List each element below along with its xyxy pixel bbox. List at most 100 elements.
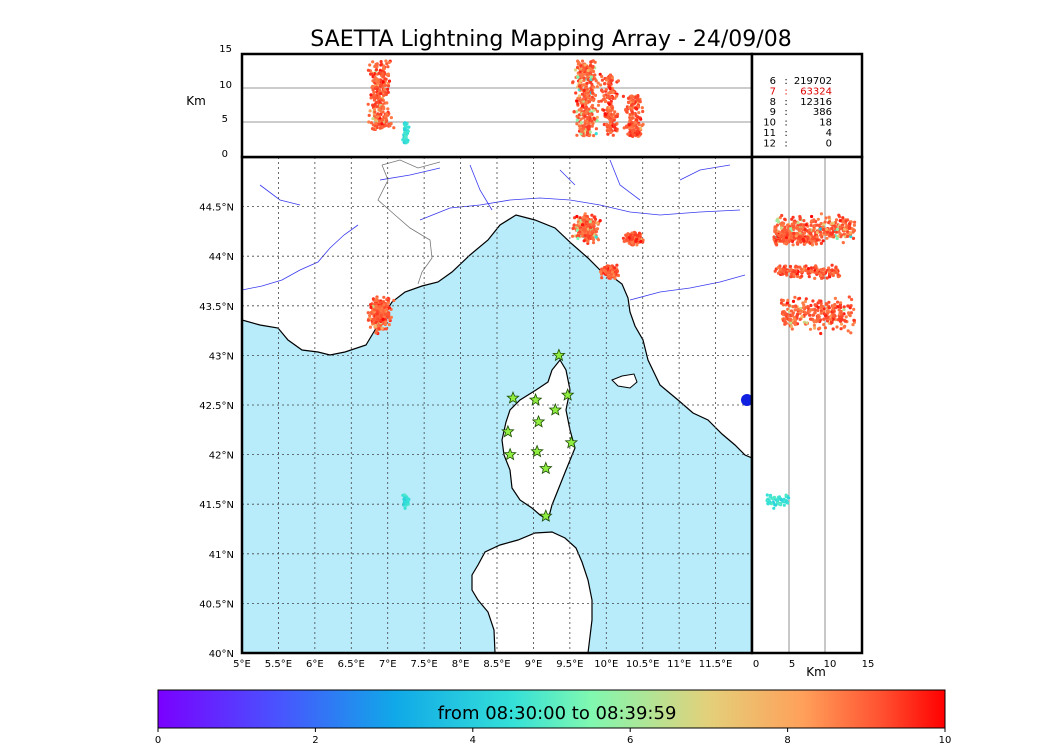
side-xtick-15: 15 [862,659,875,670]
lon-tick-label: 7.5°E [411,659,438,670]
lightning-point [592,134,596,138]
lightning-point [852,223,857,227]
lightning-point [375,105,379,109]
lightning-point [613,110,617,114]
lightning-point [377,327,381,331]
lightning-point [835,325,839,329]
lightning-point [582,215,586,219]
station-count-sep: : [784,118,787,129]
lightning-point [818,326,822,330]
lightning-point [367,113,371,117]
lon-tick-labels: 5°E 5.5°E 6°E 6.5°E 7°E 7.5°E 8°E 8.5°E 9°E 9.5°E… [233,659,732,670]
lightning-point [790,234,794,238]
lightning-point [573,68,578,72]
lightning-point [627,101,631,105]
station-count-value: 63324 [800,86,832,97]
lightning-point [801,233,805,237]
lightning-point [589,64,593,68]
lightning-point [802,219,806,223]
lightning-point [848,306,852,310]
map-grid [242,157,752,653]
lightning-point [788,264,793,269]
lightning-point [401,493,405,497]
lightning-point [581,73,585,77]
lightning-point [377,122,381,126]
lightning-point [837,317,841,321]
lightning-point [819,241,824,245]
lightning-point [591,69,596,74]
lightning-point [791,305,795,309]
lightning-point [795,241,799,245]
lightning-point [798,317,802,321]
lightning-point [592,85,596,89]
lightning-point [808,308,813,312]
lightning-point [583,119,588,123]
lightning-point [822,267,826,271]
lat-tick-label: 40°N [209,649,234,660]
lightning-point [777,220,781,224]
lightning-point [600,78,605,82]
lightning-point [816,217,820,221]
lightning-point [626,96,631,100]
lightning-point [794,264,798,268]
lightning-point [614,115,618,119]
station-count-sep: : [784,107,787,118]
lightning-point [403,498,407,502]
lightning-point [846,329,850,333]
lightning-point [379,60,383,64]
lightning-point [379,300,383,304]
lightning-point [825,230,830,234]
lightning-point [378,89,382,93]
lightning-point [404,502,408,506]
lightning-point [581,97,585,101]
lightning-point [628,113,632,117]
lightning-point [586,117,590,121]
lightning-point [381,317,385,321]
lightning-point [792,231,796,235]
lightning-point [590,124,594,128]
lightning-point [796,307,800,311]
lightning-point [809,303,813,308]
lightning-point [590,119,594,123]
lightning-point [637,111,641,115]
lightning-point [589,67,593,72]
lightning-point [599,83,603,87]
lightning-point [387,323,391,327]
lightning-point [381,93,386,97]
station-count-value: 12316 [800,97,832,108]
lightning-point [602,94,606,98]
lightning-point [779,267,783,271]
lightning-point [848,314,852,318]
lightning-point [780,272,785,276]
lat-tick-label: 41.5°N [199,500,234,511]
lightning-point [829,317,833,322]
colorbar-tick-label: 6 [627,735,633,746]
lightning-point [830,263,834,267]
lightning-point [634,106,638,110]
lightning-point [404,122,408,127]
lightning-point [607,112,611,116]
station-count-label: 12 [763,138,776,149]
lightning-point [385,62,389,66]
lightning-point [382,107,386,111]
station-star [503,447,517,461]
lightning-point [571,234,575,238]
lightning-point [774,503,778,507]
lightning-point [381,300,385,304]
lightning-point [784,271,789,275]
lightning-point [369,305,373,309]
lightning-point [783,317,787,321]
lon-tick-label: 8.5°E [483,659,510,670]
lightning-point [611,90,615,94]
lightning-point [593,93,598,97]
lightning-point [407,125,411,129]
lightning-point [380,326,384,330]
lightning-point [608,86,612,90]
lightning-point [403,506,407,510]
lightning-point [582,76,586,80]
lightning-point [611,133,615,137]
lightning-point [379,313,383,317]
altitude-lon-panel: Km 15 10 5 0 [186,44,754,160]
lightning-point [590,91,595,95]
lightning-point [401,138,405,142]
